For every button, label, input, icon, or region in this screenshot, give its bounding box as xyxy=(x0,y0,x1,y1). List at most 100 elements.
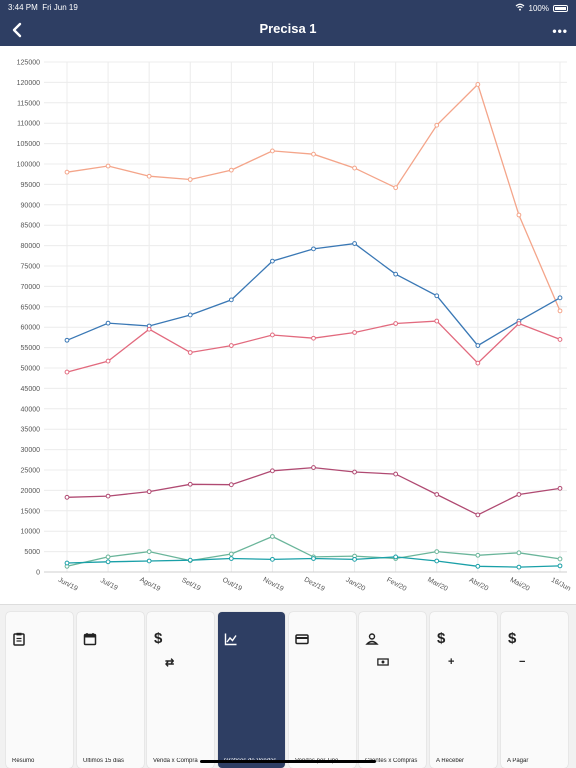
data-point xyxy=(475,563,481,569)
data-point xyxy=(393,471,399,477)
y-tick-label: 105000 xyxy=(17,141,40,148)
data-point xyxy=(557,563,563,569)
data-point xyxy=(228,343,234,348)
chevron-left-icon xyxy=(12,22,22,38)
x-tick-label: Nov/19 xyxy=(262,576,285,593)
data-point xyxy=(434,492,440,497)
home-indicator xyxy=(200,760,376,763)
data-point xyxy=(434,122,440,128)
data-point xyxy=(516,550,522,556)
y-tick-label: 10000 xyxy=(21,529,41,536)
tab-resumo[interactable]: Resumo xyxy=(6,612,73,768)
data-point xyxy=(557,485,563,491)
y-tick-label: 115000 xyxy=(17,100,40,107)
data-point xyxy=(187,481,193,487)
data-point xyxy=(146,549,152,555)
x-tick-label: Fev/20 xyxy=(385,577,407,593)
data-point xyxy=(270,468,275,474)
x-tick-label: Abr/20 xyxy=(468,577,490,593)
data-point xyxy=(475,552,481,558)
tab-graficos-de-vendas[interactable]: Gráficos de Vendas xyxy=(218,612,285,768)
x-tick-label: Mar/20 xyxy=(426,576,449,592)
y-tick-label: 45000 xyxy=(21,386,41,393)
data-point xyxy=(557,556,563,562)
y-tick-label: 0 xyxy=(36,570,40,577)
tab-vendas-por-tipo[interactable]: Vendas por Tipo xyxy=(289,612,356,768)
y-tick-label: 60000 xyxy=(21,325,41,332)
data-point xyxy=(146,489,152,495)
data-point xyxy=(352,330,357,335)
y-tick-label: 110000 xyxy=(17,121,40,128)
data-point xyxy=(475,360,481,366)
data-point xyxy=(270,556,275,562)
status-indicators: 100% xyxy=(515,3,568,13)
data-point xyxy=(557,337,563,342)
y-tick-label: 25000 xyxy=(21,468,41,475)
tab-venda-x-compra[interactable]: $ ⇄ Venda x Compra xyxy=(147,612,214,768)
x-tick-label: Jul/19 xyxy=(99,577,119,592)
tab-label: Resumo xyxy=(12,758,35,764)
data-point xyxy=(475,512,481,518)
y-tick-label: 95000 xyxy=(21,182,41,189)
dollar-icon: $ xyxy=(154,630,163,647)
data-point xyxy=(105,320,111,326)
data-point xyxy=(228,556,234,561)
data-point xyxy=(516,212,522,218)
tab-clientes-x-compras[interactable]: Clientes x Compras xyxy=(359,612,426,768)
data-point xyxy=(557,308,563,314)
person-icon xyxy=(365,632,379,646)
tab-a-receber[interactable]: $ + A Receber xyxy=(430,612,497,768)
sales-line-chart: 0 5000 10000 15000 20000 25000 30000 35000 40000… xyxy=(17,60,572,594)
y-tick-label: 5000 xyxy=(24,549,40,556)
battery-icon xyxy=(553,4,568,12)
data-point xyxy=(352,469,357,475)
data-point xyxy=(475,82,481,87)
data-point xyxy=(187,312,193,318)
data-point xyxy=(270,332,275,338)
tab-ultimos-15-dias[interactable]: Ultimos 15 dias xyxy=(77,612,144,768)
y-tick-label: 120000 xyxy=(17,80,40,87)
data-point xyxy=(352,165,357,171)
data-point xyxy=(270,148,275,154)
y-tick-label: 35000 xyxy=(21,427,41,434)
y-tick-label: 15000 xyxy=(21,508,41,515)
data-point xyxy=(146,326,152,332)
data-point xyxy=(64,494,70,500)
data-point xyxy=(187,557,193,563)
data-point xyxy=(228,297,234,303)
dollar-icon: $ xyxy=(437,630,446,647)
data-point xyxy=(64,169,70,175)
wifi-icon xyxy=(515,3,525,13)
data-point xyxy=(393,554,399,560)
data-point xyxy=(475,343,481,348)
back-button[interactable] xyxy=(8,20,28,40)
y-tick-label: 40000 xyxy=(21,406,41,413)
x-tick-label: Set/19 xyxy=(180,577,201,593)
data-point xyxy=(228,167,234,173)
data-point xyxy=(516,564,522,570)
y-tick-label: 30000 xyxy=(21,447,41,454)
tab-label: A Pagar xyxy=(507,758,529,764)
x-tick-label: Jun/19 xyxy=(57,577,79,593)
tab-label: A Receber xyxy=(436,758,465,764)
tab-label: Venda x Compra xyxy=(153,758,198,764)
data-point xyxy=(187,350,193,355)
tab-a-pagar[interactable]: $ − A Pagar xyxy=(501,612,568,768)
data-point xyxy=(393,321,399,326)
battery-percent: 100% xyxy=(528,3,549,13)
y-tick-label: 70000 xyxy=(21,284,41,291)
data-point xyxy=(434,549,440,555)
chart-card: 0 5000 10000 15000 20000 25000 30000 35000 40000… xyxy=(0,46,576,605)
data-point xyxy=(105,559,111,565)
x-tick-label: Jan/20 xyxy=(344,577,366,593)
data-point xyxy=(393,185,399,191)
more-button[interactable]: ••• xyxy=(552,24,568,38)
data-point xyxy=(270,534,275,539)
data-point xyxy=(228,551,234,557)
data-point xyxy=(311,151,316,157)
y-tick-label: 65000 xyxy=(21,304,41,311)
page-title: Precisa 1 xyxy=(259,21,317,36)
data-point xyxy=(64,369,70,375)
y-tick-label: 85000 xyxy=(21,223,41,230)
y-tick-label: 50000 xyxy=(21,366,41,373)
